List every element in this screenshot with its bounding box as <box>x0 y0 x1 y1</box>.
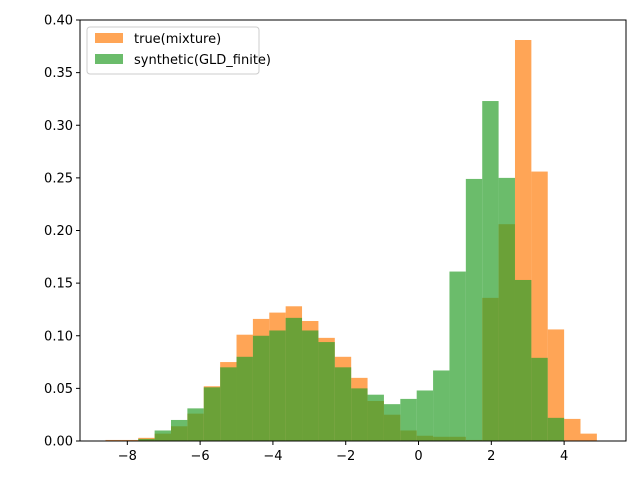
x-tick-label: −2 <box>336 449 355 464</box>
series-2-bar <box>318 342 335 441</box>
series-1-bar <box>105 439 122 441</box>
series-2-bar <box>433 370 450 441</box>
y-tick-label: 0.15 <box>44 277 73 292</box>
series-2-bar <box>252 335 270 441</box>
series-1-bar <box>564 418 581 441</box>
legend-swatch <box>95 54 123 64</box>
series-2-bar <box>531 357 548 441</box>
series-2-bar <box>203 387 221 441</box>
series-1-bar <box>580 433 597 441</box>
series-2-bar <box>547 417 565 441</box>
x-tick-label: −4 <box>263 449 282 464</box>
series-2-bar <box>482 101 499 441</box>
x-tick-label: 0 <box>414 449 422 464</box>
series-2-bar <box>514 279 532 441</box>
y-tick-label: 0.05 <box>44 382 73 397</box>
series-1-bar <box>121 439 139 441</box>
series-2-bar <box>236 356 253 441</box>
y-tick-label: 0.20 <box>44 224 73 239</box>
series-2-bar <box>465 178 483 441</box>
series-2-bar <box>285 317 303 441</box>
y-tick-label: 0.40 <box>44 14 73 29</box>
series-2-bar <box>416 390 434 441</box>
series-2-bar <box>334 367 352 441</box>
series-2-bar <box>187 408 204 441</box>
x-tick-label: −8 <box>118 449 137 464</box>
x-tick-label: 4 <box>560 449 568 464</box>
x-tick-label: 2 <box>487 449 495 464</box>
series-2-bar <box>383 404 401 441</box>
legend: true(mixture) synthetic(GLD_finite) <box>86 26 271 75</box>
series-2-bar <box>269 330 286 441</box>
series-2-bar <box>302 330 319 441</box>
y-tick-label: 0.25 <box>44 171 73 186</box>
series-2-bars <box>138 101 565 442</box>
y-tick-label: 0.35 <box>44 66 73 81</box>
series-1-bar <box>547 329 565 441</box>
series-2-bar <box>449 271 466 441</box>
y-tick-label: 0.10 <box>44 329 73 344</box>
legend-label: synthetic(GLD_finite) <box>134 53 271 68</box>
series-2-bar <box>367 394 384 441</box>
legend-box <box>86 26 260 75</box>
y-axis: 0.00 0.05 0.10 0.15 0.20 0.25 0.30 0.35 0.40 <box>44 14 80 450</box>
legend-swatch <box>95 33 123 43</box>
series-2-bar <box>154 430 171 441</box>
series-2-bar <box>171 419 188 441</box>
legend-label: true(mixture) <box>134 32 221 47</box>
series-2-bar <box>351 388 368 442</box>
x-tick-label: −6 <box>191 449 210 464</box>
series-2-bar <box>220 367 237 441</box>
x-axis: −8 −6 −4 −2 0 2 4 <box>118 441 568 464</box>
series-2-bar <box>498 177 515 442</box>
bars-layer <box>105 40 597 442</box>
series-2-bar <box>138 438 155 441</box>
y-tick-label: 0.30 <box>44 119 73 134</box>
series-2-bar <box>400 398 417 441</box>
y-tick-label: 0.00 <box>44 435 73 450</box>
